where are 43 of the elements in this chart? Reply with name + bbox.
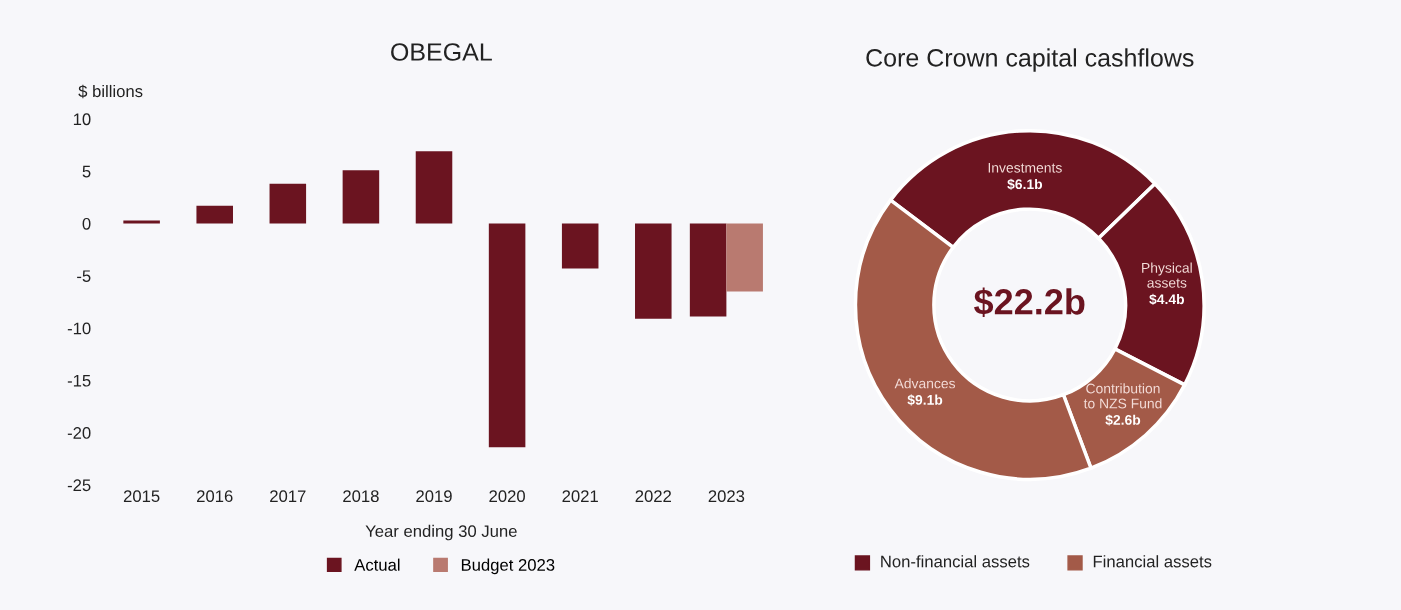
x-tick-label: 2019 — [416, 490, 452, 503]
x-tick-label: 2020 — [489, 490, 525, 503]
text: $22.2b — [974, 287, 1085, 318]
x-tick-label: 2015 — [123, 490, 160, 503]
x-tick-label: 2017 — [270, 490, 306, 503]
text: Financial assets — [1093, 555, 1212, 568]
bar — [269, 183, 307, 224]
legend-label: Actual — [354, 558, 400, 571]
slice-label: Advances — [894, 378, 956, 389]
x-tick-label: 2021 — [562, 490, 598, 503]
y-tick-label: -15 — [67, 374, 91, 387]
y-tick-label: 5 — [82, 165, 91, 178]
chart-title: OBEGAL — [391, 43, 492, 61]
y-axis-title: $ billions — [78, 84, 143, 99]
slice-label: Physical assets — [1142, 262, 1192, 288]
x-tick-label: 2023 — [708, 490, 745, 503]
bar — [415, 151, 453, 224]
slice-label: Investments — [988, 162, 1062, 173]
y-tick-label: -5 — [77, 270, 91, 283]
bar — [342, 170, 380, 224]
y-tick-label: -10 — [67, 322, 91, 335]
chart-title: Core Crown capital cashflows — [866, 48, 1194, 72]
y-tick-label: 10 — [73, 113, 91, 126]
legend-label: Budget 2023 — [461, 558, 555, 575]
bar — [561, 223, 599, 269]
data-label: $4.4b — [1149, 293, 1185, 306]
bar — [123, 220, 160, 224]
x-axis-title: Year ending 30 June — [365, 524, 517, 541]
x-tick-label: 2022 — [635, 490, 671, 503]
text: Non-financial assets — [881, 555, 1030, 568]
data-label: $2.6b — [1105, 414, 1141, 426]
bar — [726, 223, 763, 292]
slice-label: Contribution to NZS Fund — [1083, 383, 1162, 409]
bar — [635, 223, 672, 319]
x-tick-label: 2018 — [343, 490, 379, 503]
data-label: $9.1b — [907, 394, 943, 406]
bar — [196, 205, 233, 224]
bar — [488, 223, 526, 448]
y-tick-label: -20 — [67, 427, 91, 439]
y-tick-label: 0 — [82, 217, 91, 230]
data-label: $6.1b — [1007, 178, 1043, 190]
x-tick-label: 2016 — [197, 490, 233, 503]
y-tick-label: -25 — [67, 479, 91, 492]
